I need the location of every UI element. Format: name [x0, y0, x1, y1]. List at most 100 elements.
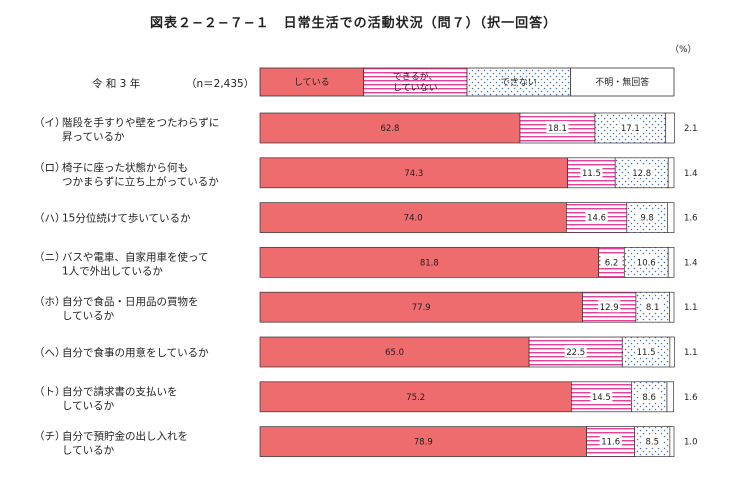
data-label-2-2: 9.8: [640, 214, 654, 224]
category-label-5: （ヘ）自分で食事の用意をしているか: [34, 346, 209, 359]
bar-segment-1-3: [667, 157, 675, 189]
bar-segment-3-3: [667, 247, 675, 278]
data-label-bg: [600, 255, 623, 268]
category-text: 自分で食事の用意をしているか: [62, 346, 209, 359]
bar-segment-6-0: [259, 381, 572, 413]
category-key: （ロ）: [34, 162, 66, 174]
data-label-1-2: 12.8: [632, 169, 651, 179]
data-label-bg: [641, 300, 664, 313]
legend-label-1-0: できるが、: [393, 71, 438, 83]
data-label-0-3: 2.1: [684, 124, 698, 134]
category-key: （ホ）: [34, 296, 66, 308]
data-label-5-3: 1.1: [684, 348, 698, 358]
data-label-5-0: 65.0: [385, 348, 404, 358]
legend-label-0: している: [294, 77, 330, 88]
data-label-0-1: 18.1: [548, 124, 567, 134]
legend-label-3: 不明・無回答: [595, 76, 649, 88]
bar-segment-5-0: [259, 336, 530, 368]
category-key: （イ）: [34, 117, 66, 129]
data-label-5-1: 22.5: [566, 348, 585, 358]
legend: している できるが、していない できない 不明・無回答: [259, 67, 675, 97]
category-text: 15分位続けて歩いているか: [62, 212, 191, 225]
data-label-3-1: 6.2: [605, 258, 619, 268]
data-label-4-3: 1.1: [684, 303, 698, 313]
data-label-7-2: 8.5: [645, 438, 659, 448]
data-label-3-2: 10.6: [637, 258, 656, 268]
data-label-bg: [580, 165, 603, 178]
data-label-2-3: 1.6: [684, 214, 698, 224]
category-text: バスや電車、自家用車を使って: [62, 250, 208, 263]
data-label-bg: [599, 434, 622, 447]
category-text: しているか: [62, 400, 115, 412]
data-label-6-1: 14.5: [592, 393, 611, 403]
data-label-bg: [638, 389, 661, 402]
bar-segment-7-0: [259, 426, 587, 457]
bar-segment-1-0: [259, 157, 568, 189]
bar-segment-2-3: [667, 202, 675, 233]
data-label-2-1: 14.6: [587, 214, 606, 224]
data-label-bg: [564, 345, 587, 357]
data-label-6-3: 1.6: [684, 393, 698, 403]
legend-swatch-3: [570, 67, 675, 97]
category-key: （ニ）: [34, 251, 66, 263]
category-key: （ト）: [34, 386, 66, 398]
bar-segment-4-0: [259, 291, 583, 323]
data-label-bg: [635, 345, 658, 357]
data-label-4-1: 12.9: [600, 303, 619, 313]
legend-label-1-1: していない: [393, 83, 438, 94]
data-label-7-1: 11.6: [601, 438, 620, 448]
bar-segment-4-3: [669, 291, 675, 323]
legend-swatch-1: [363, 67, 468, 97]
category-text: 1人で外出しているか: [62, 264, 163, 277]
data-label-bg: [590, 389, 613, 402]
data-label-4-2: 8.1: [646, 303, 660, 313]
data-label-6-0: 75.2: [406, 393, 425, 403]
category-text: しているか: [62, 310, 115, 322]
data-label-0-2: 17.1: [621, 124, 640, 134]
data-label-1-0: 74.3: [404, 169, 423, 179]
data-label-1-1: 11.5: [582, 169, 601, 179]
bar-segment-0-3: [665, 112, 675, 144]
data-label-2-0: 74.0: [404, 214, 423, 224]
category-text: 椅子に座った状態から何も: [62, 161, 188, 174]
data-label-7-0: 78.9: [414, 438, 433, 448]
data-label-bg: [635, 255, 658, 268]
data-label-bg: [641, 434, 664, 447]
category-key: （ヘ）: [34, 347, 66, 359]
category-text: 自分で食品・日用品の買物を: [62, 295, 199, 308]
legend-swatch-2: [466, 67, 571, 97]
bar-segment-7-3: [669, 426, 675, 457]
legend-swatch-0: [259, 67, 364, 97]
data-label-bg: [619, 121, 642, 133]
category-label-2: （ハ）15分位続けて歩いているか: [34, 212, 191, 225]
data-label-6-2: 8.6: [642, 393, 656, 403]
data-label-7-3: 1.0: [684, 438, 698, 448]
category-text: 階段を手すりや壁をつたわらずに: [62, 116, 219, 129]
category-key: （ハ）: [34, 213, 66, 225]
category-text: 昇っているか: [62, 131, 125, 143]
data-label-1-3: 1.4: [684, 169, 698, 179]
data-label-3-0: 81.8: [420, 258, 439, 268]
category-text: 自分で預貯金の出し入れを: [62, 430, 188, 443]
data-label-3-3: 1.4: [684, 258, 698, 268]
category-text: 自分で請求書の支払いを: [62, 385, 178, 398]
data-label-0-0: 62.8: [381, 124, 400, 134]
data-label-bg: [598, 300, 621, 313]
header-n: （n＝2,435）: [186, 78, 254, 90]
bar-segment-0-0: [259, 112, 521, 144]
unit-label: （%）: [670, 44, 697, 55]
legend-label-2: できない: [501, 77, 537, 88]
bar-segment-5-3: [669, 336, 675, 368]
data-label-bg: [636, 210, 659, 223]
category-text: しているか: [62, 445, 115, 457]
bar-segment-3-0: [259, 247, 600, 278]
